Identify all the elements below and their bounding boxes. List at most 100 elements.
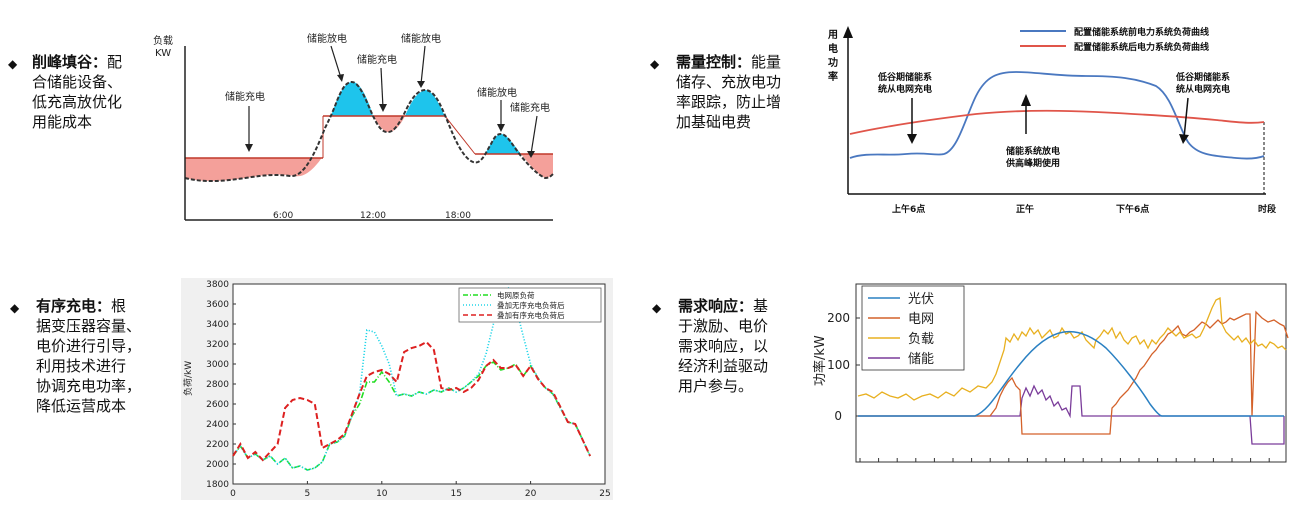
series-after-line	[849, 109, 1265, 135]
charge-area-night	[185, 156, 323, 182]
y-tick-label: 2200	[206, 440, 229, 450]
y-tick-label: 2000	[206, 460, 229, 470]
arrow-head-icon	[379, 104, 387, 112]
x-tick-label: 18:00	[445, 211, 471, 221]
bullet-text: 需求响应：基 于激励、电价 需求响应，以 经济利益驱动 用户参与。	[678, 297, 769, 395]
x-tick-label: 正午	[1016, 203, 1034, 215]
arrow-line	[330, 45, 342, 79]
legend-label: 配置储能系统后电力系统负荷曲线	[1074, 41, 1209, 53]
arrow-head-icon	[1179, 134, 1189, 144]
x-tick-label: 上午6点	[892, 203, 925, 215]
arrow-head-icon	[337, 74, 344, 82]
annotation-valley-charge-right: 低谷期储能系 统从电网充电	[1175, 71, 1233, 95]
y-tick-label: 1800	[206, 480, 229, 490]
series-pv-line	[858, 330, 1284, 417]
annotation-peak-discharge: 储能系统放电 供高峰期使用	[1005, 145, 1063, 169]
bullet-demand-response: ◆ 需求响应：基 于激励、电价 需求响应，以 经济利益驱动 用户参与。	[652, 296, 802, 400]
load-curve	[184, 81, 554, 182]
annotation-discharge-1: 储能放电	[307, 32, 347, 45]
bullet-text: 需量控制：能量 储存、充放电功 率跟踪，防止增 加基础电费	[676, 53, 782, 131]
bullet-text: 有序充电：根 据变压器容量、 电价进行引导， 利用技术进行 协调充电功率， 降低…	[36, 297, 142, 415]
orderly-charging-chart: 1800 2000 2200 2400 2600 2800 3000 3200 3400 3600…	[181, 278, 613, 500]
arrow-head-icon	[417, 81, 425, 88]
series-grid-line	[858, 310, 1289, 435]
series-before-line	[849, 71, 1265, 160]
legend-label: 光伏	[908, 292, 934, 307]
x-ticks	[859, 458, 1270, 462]
discharge-area-1	[331, 81, 373, 116]
legend-box	[458, 287, 602, 323]
demand-response-svg: 0 100 200 功率/kW 光伏 电网 负载 储能	[812, 283, 1289, 463]
legend-label: 配置储能系统前电力系统负荷曲线	[1074, 26, 1209, 38]
x-tick-label: 6:00	[273, 211, 293, 221]
y-axis-label: 用电功率	[827, 29, 838, 83]
series-lines	[232, 286, 592, 471]
y-tick-label: 3200	[206, 340, 229, 350]
legend-label: 负载	[908, 332, 934, 347]
peak-shaving-chart: 负载 KW 6:00 12:00 18:00 储能充电 储能放电 储能充电 储能…	[145, 28, 555, 223]
diamond-bullet-icon: ◆	[10, 301, 20, 315]
annotation-charge-noon: 储能充电	[357, 53, 397, 66]
diamond-bullet-icon: ◆	[8, 57, 18, 71]
demand-control-chart: 用电功率 配置储能系统前电力系统负荷曲线 配置储能系统后电力系统负荷曲线 低谷期…	[826, 16, 1296, 226]
legend-label: 电网原负荷	[497, 290, 535, 300]
annotation-valley-charge-left: 低谷期储能系 统从电网充电	[877, 71, 935, 95]
y-tick-label: 2400	[206, 420, 229, 430]
arrow-head-icon	[1021, 94, 1031, 106]
arrow-head-icon	[245, 144, 253, 152]
x-tick-label: 12:00	[360, 211, 386, 221]
legend-label: 叠加无序充电负荷后	[497, 300, 565, 310]
arrow-line	[380, 67, 384, 109]
y-tick-label: 100	[827, 358, 850, 372]
x-tick-label: 0	[230, 489, 236, 499]
ticks: 1800 2000 2200 2400 2600 2800 3000 3200 3400 3600…	[206, 280, 611, 499]
edge-line-2	[444, 115, 476, 155]
y-tick-label: 3800	[206, 280, 229, 290]
orderly-charging-svg: 1800 2000 2200 2400 2600 2800 3000 3200 3400 3600…	[182, 280, 611, 499]
arrow-head-icon	[497, 124, 505, 132]
demand-response-chart: 0 100 200 功率/kW 光伏 电网 负载 储能	[800, 278, 1296, 468]
bullet-peak-shaving: ◆ 削峰填谷：配 合储能设备、 低充高放优化 用能成本	[8, 52, 148, 132]
y-axis-unit: KW	[155, 48, 171, 59]
annotation-charge-evening: 储能充电	[510, 101, 550, 114]
y-tick-label: 2800	[206, 380, 229, 390]
annotation-discharge-2: 储能放电	[401, 32, 441, 45]
annotation-discharge-3: 储能放电	[477, 86, 517, 99]
x-tick-label: 5	[305, 489, 311, 499]
x-axis-label: 时段	[1258, 203, 1277, 215]
bullet-orderly-charging: ◆ 有序充电：根 据变压器容量、 电价进行引导， 利用技术进行 协调充电功率， …	[10, 296, 160, 420]
charge-area-noon	[373, 116, 405, 133]
arrow-head-icon	[527, 151, 535, 158]
arrow-line	[420, 45, 426, 85]
y-tick-label: 200	[827, 311, 850, 325]
arrow-line	[530, 115, 538, 155]
legend-label: 电网	[908, 312, 934, 327]
x-tick-label: 10	[376, 489, 388, 499]
legend-label: 储能	[908, 352, 934, 367]
legend-label: 叠加有序充电负荷后	[497, 310, 565, 320]
y-tick-label: 2600	[206, 400, 229, 410]
x-tick-label: 20	[525, 489, 537, 499]
y-tick-label: 3600	[206, 300, 229, 310]
arrow-line	[1183, 97, 1189, 139]
diamond-bullet-icon: ◆	[652, 301, 662, 315]
discharge-area-2	[405, 90, 445, 116]
series-line-0	[232, 361, 591, 471]
y-tick-label: 3000	[206, 360, 229, 370]
x-tick-label: 25	[599, 489, 610, 499]
arrow-head-icon	[907, 134, 917, 144]
y-tick-label: 0	[834, 409, 842, 423]
series-load-line	[857, 296, 1287, 401]
y-axis-label: 负荷/kW	[182, 361, 194, 396]
peak-shaving-svg: 负载 KW 6:00 12:00 18:00 储能充电 储能放电 储能充电 储能…	[153, 32, 554, 221]
y-tick-label: 3400	[206, 320, 229, 330]
x-tick-label: 15	[450, 489, 461, 499]
y-axis-label: 负载	[153, 34, 173, 47]
x-tick-label: 下午6点	[1116, 203, 1149, 215]
bullet-demand-control: ◆ 需量控制：能量 储存、充放电功 率跟踪，防止增 加基础电费	[650, 52, 810, 132]
y-axis-label: 功率/kW	[812, 335, 828, 386]
demand-control-svg: 用电功率 配置储能系统前电力系统负荷曲线 配置储能系统后电力系统负荷曲线 低谷期…	[827, 26, 1277, 215]
annotation-charge-night: 储能充电	[225, 90, 265, 103]
legend-box	[861, 285, 965, 371]
diamond-bullet-icon: ◆	[650, 57, 660, 71]
